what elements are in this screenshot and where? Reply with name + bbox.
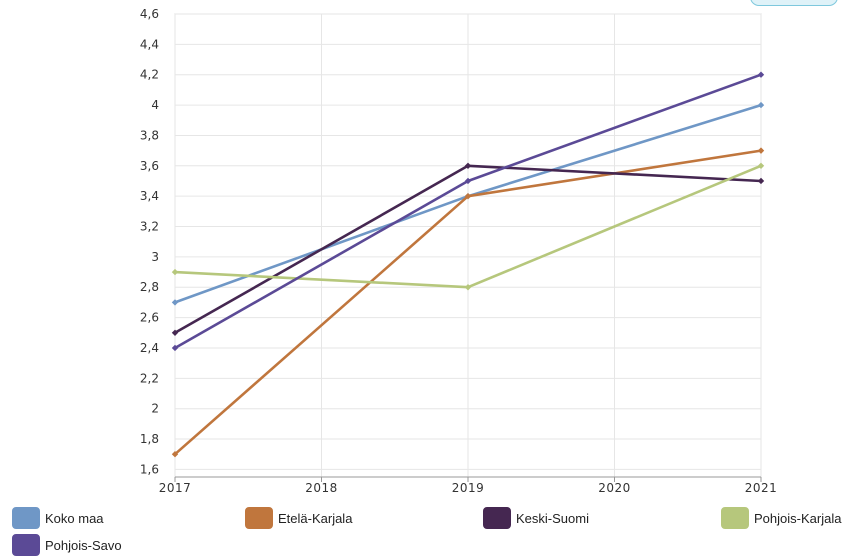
y-tick-label: 2,2 xyxy=(140,371,159,385)
y-tick-label: 3,2 xyxy=(140,220,159,234)
data-point-pohjois-savo[interactable] xyxy=(171,344,179,352)
legend-swatch xyxy=(483,507,511,529)
data-point-pohjois-karjala[interactable] xyxy=(464,284,472,291)
line-chart: 1,6 1,8 2 2,2 2,4 2,6 2,8 3 3,2 3,4 3,6 3,8 4 4,2 4,4 4… xyxy=(140,7,778,495)
y-tick-label: 4,6 xyxy=(140,7,159,21)
series-lines xyxy=(171,71,765,458)
legend-label: Etelä-Karjala xyxy=(278,510,353,526)
data-point-pohjois-savo[interactable] xyxy=(464,177,472,185)
data-point-etela-karjala[interactable] xyxy=(464,192,472,200)
y-tick-label: 2,4 xyxy=(140,341,159,355)
data-point-koko-maa[interactable] xyxy=(171,299,179,306)
legend-item-keski-suomi[interactable]: Keski-Suomi xyxy=(483,505,589,531)
data-point-keski-suomi[interactable] xyxy=(757,177,765,185)
data-point-etela-karjala[interactable] xyxy=(171,451,179,458)
y-tick-label: 2,6 xyxy=(140,311,159,325)
x-tick-label: 2017 xyxy=(159,481,192,495)
legend-swatch xyxy=(721,507,749,529)
grid xyxy=(174,13,762,478)
data-point-pohjois-savo[interactable] xyxy=(757,71,765,78)
legend-label: Pohjois-Savo xyxy=(45,537,122,553)
x-tick-label: 2021 xyxy=(745,481,778,495)
y-tick-label: 3 xyxy=(151,250,159,264)
y-tick-label: 2,8 xyxy=(140,280,159,294)
x-tick-label: 2020 xyxy=(598,481,631,495)
y-tick-label: 1,8 xyxy=(140,432,159,446)
legend-item-pohjois-karjala[interactable]: Pohjois-Karjala xyxy=(721,505,841,531)
y-tick-label: 1,6 xyxy=(140,462,159,476)
legend-item-koko-maa[interactable]: Koko maa xyxy=(12,505,104,531)
legend-swatch xyxy=(12,534,40,556)
data-point-pohjois-karjala[interactable] xyxy=(171,268,179,276)
y-tick-label: 3,6 xyxy=(140,159,159,173)
y-axis: 1,6 1,8 2 2,2 2,4 2,6 2,8 3 3,2 3,4 3,6 3,8 4 4,2 4,4 4… xyxy=(140,7,159,476)
legend: Koko maa Etelä-Karjala Keski-Suomi Pohjo… xyxy=(0,505,843,558)
x-tick-label: 2018 xyxy=(305,481,338,495)
legend-item-etela-karjala[interactable]: Etelä-Karjala xyxy=(245,505,352,531)
data-point-etela-karjala[interactable] xyxy=(757,147,765,154)
y-tick-label: 3,4 xyxy=(140,189,159,203)
data-point-keski-suomi[interactable] xyxy=(464,162,472,170)
x-axis: 2017 2018 2019 2020 2021 xyxy=(159,476,778,495)
y-tick-label: 2 xyxy=(151,402,159,416)
legend-swatch xyxy=(12,507,40,529)
data-point-pohjois-karjala[interactable] xyxy=(757,162,765,170)
y-tick-label: 4,2 xyxy=(140,68,159,82)
y-tick-label: 4 xyxy=(151,98,159,112)
data-point-koko-maa[interactable] xyxy=(757,101,765,109)
y-tick-label: 4,4 xyxy=(140,37,159,51)
chart-header xyxy=(170,0,843,8)
legend-item-pohjois-savo[interactable]: Pohjois-Savo xyxy=(12,532,122,558)
legend-label: Koko maa xyxy=(45,510,104,526)
legend-swatch xyxy=(245,507,273,529)
legend-label: Keski-Suomi xyxy=(516,510,589,526)
legend-label: Pohjois-Karjala xyxy=(754,510,842,526)
y-tick-label: 3,8 xyxy=(140,128,159,142)
x-tick-label: 2019 xyxy=(452,481,485,495)
data-point-keski-suomi[interactable] xyxy=(171,329,179,336)
